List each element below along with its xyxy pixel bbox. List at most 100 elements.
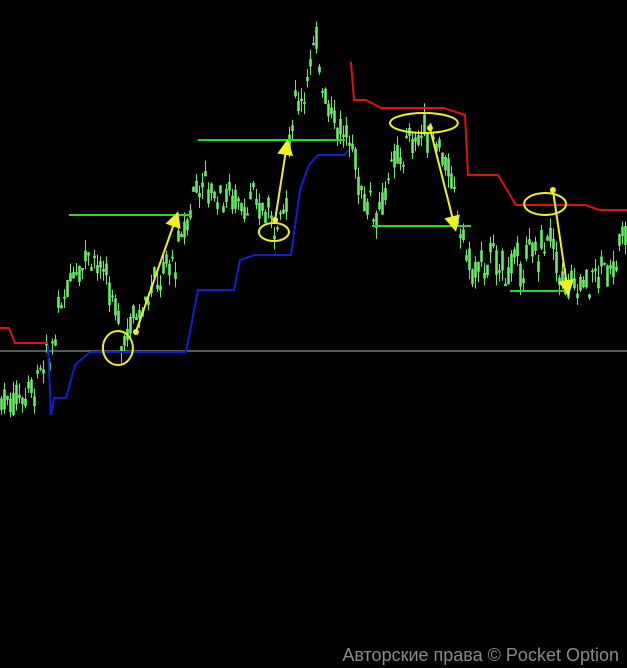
candle-body [249,191,252,199]
direction-arrow [428,127,460,232]
candle-body [276,227,279,230]
candle-body [138,310,141,318]
candle-body [540,230,543,249]
candle-body [246,213,249,216]
candle-body [72,272,75,279]
support-trail-line [47,149,349,416]
candle-body [309,59,312,67]
candle-body [441,152,444,165]
candle-body [477,262,480,272]
candle-body [318,66,321,73]
candle-body [24,398,27,407]
candle-body [9,398,12,412]
candle-body [384,188,387,201]
candle-body [549,227,552,242]
candle-body [84,250,87,262]
candle-body [381,192,384,215]
candle-body [378,202,381,210]
candle-body [333,110,336,123]
candle-body [27,382,30,389]
candle-body [210,183,213,193]
candle-body [420,135,423,138]
watermark: Авторские права © Pocket Option [342,645,619,665]
candle-body [618,234,621,246]
candle-body [465,255,468,261]
candle-body [399,157,402,164]
candle-body [93,255,96,259]
candle-body [63,296,66,299]
candle-body [252,183,255,188]
candle-body [588,294,591,299]
candle-body [81,268,84,271]
candle-body [147,301,150,305]
candle-body [510,254,513,274]
candle-body [507,267,510,285]
candle-body [531,242,534,257]
candle-body [471,269,474,285]
direction-arrow [274,139,294,221]
candle-body [291,125,294,131]
candle-body [336,128,339,139]
candle-body [225,189,228,203]
candle-body [135,316,138,321]
candle-body [66,280,69,297]
candle-body [411,139,414,153]
resistance-trail-line [350,61,627,211]
candle-body [165,254,168,264]
candle-body [42,369,45,374]
direction-arrow [134,211,181,333]
candle-body [264,212,267,224]
candle-body [60,305,63,309]
candle-body [603,262,606,265]
candle-body [57,296,60,308]
candle-body [0,398,3,410]
candle-body [543,251,546,254]
candle-body [504,283,507,287]
candle-body [591,270,594,273]
candle-body [87,252,90,256]
candle-body [156,284,159,289]
candle-body [96,265,99,274]
candle-body [483,272,486,279]
candle-body [351,143,354,150]
candle-body [342,134,345,138]
candle-body [609,265,612,269]
candle-body [36,370,39,374]
candle-body [486,264,489,276]
resistance-trail-line [0,327,48,344]
candle-body [513,249,516,258]
candle-body [174,272,177,279]
candle-body [363,194,366,212]
candle-body [306,77,309,82]
candle-body [348,142,351,146]
highlight-ellipse [257,222,290,242]
candle-body [462,229,465,241]
candle-body [30,379,33,393]
candle-body [180,234,183,238]
candle-body [102,268,105,272]
candle-body [90,267,93,271]
candle-body [75,272,78,275]
candle-body [297,101,300,112]
candle-body [117,310,120,324]
candle-body [366,201,369,215]
candle-body [450,173,453,189]
candle-body [537,261,540,273]
candle-body [39,367,42,370]
candle-body [396,145,399,164]
candle-body [240,202,243,212]
candle-body [579,276,582,291]
candle-body [360,186,363,191]
candle-body [123,336,126,346]
candle-body [279,212,282,215]
candle-body [258,202,261,219]
candle-body [237,198,240,202]
candle-body [519,263,522,287]
direction-arrow [551,189,575,296]
candle-body [387,178,390,181]
candle-body [600,256,603,267]
candle-body [186,219,189,231]
candle-body [615,267,618,271]
candle-body [612,261,615,277]
